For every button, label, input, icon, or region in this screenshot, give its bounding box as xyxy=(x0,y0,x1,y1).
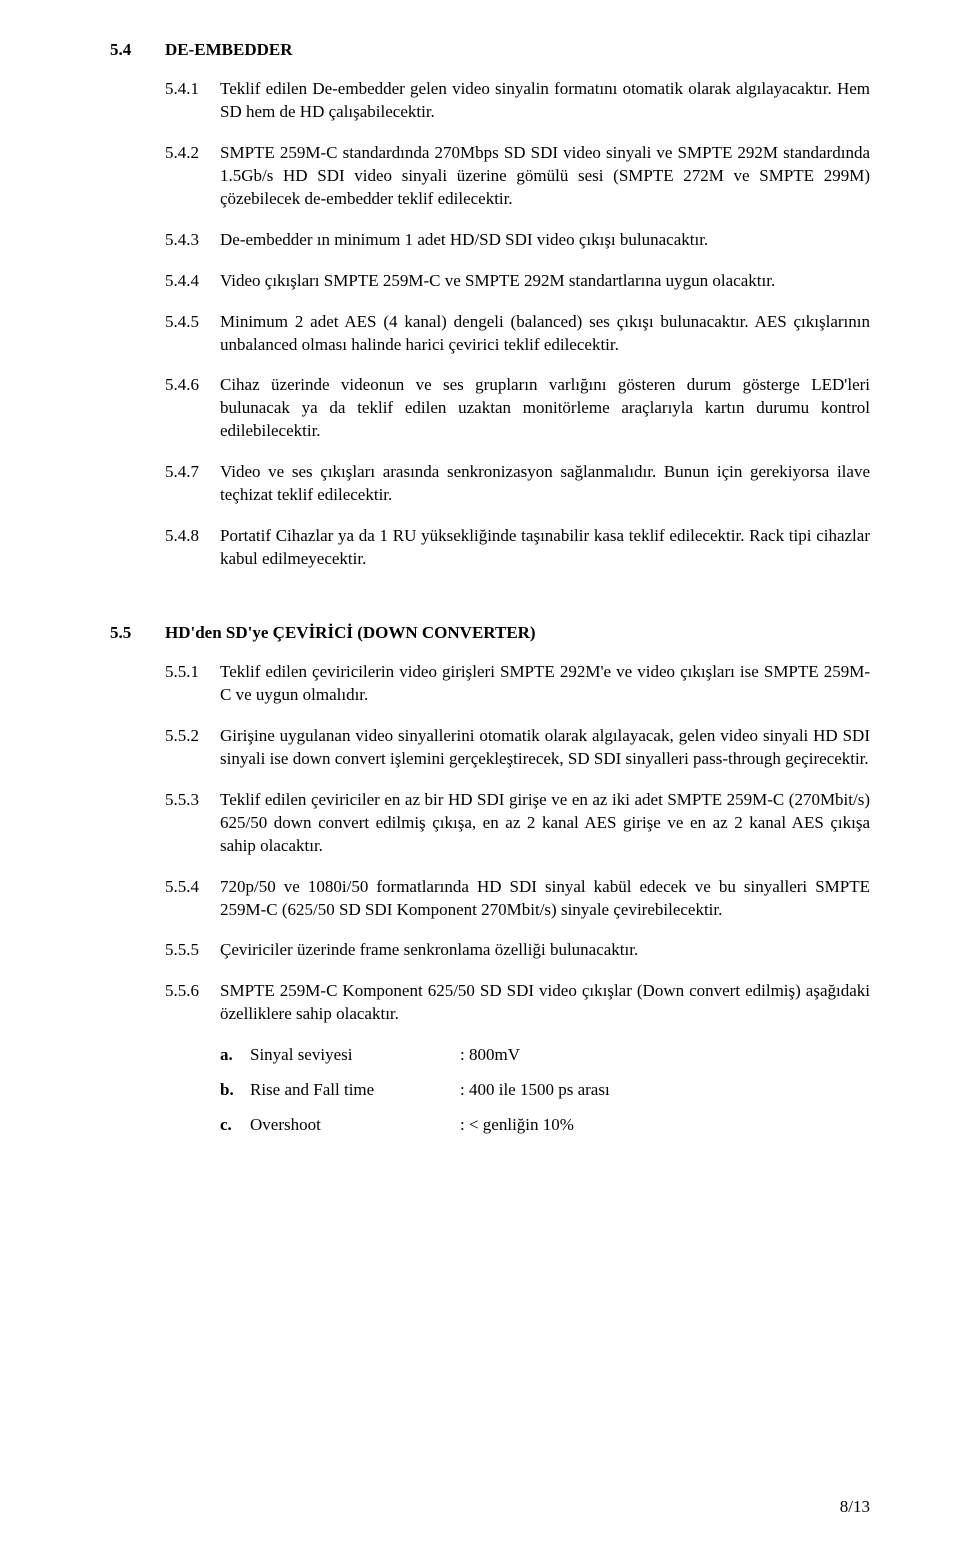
clause: 5.5.6 SMPTE 259M-C Komponent 625/50 SD S… xyxy=(165,980,870,1026)
clause-number: 5.5.1 xyxy=(165,661,220,707)
section-title: DE-EMBEDDER xyxy=(165,40,293,60)
clause-text: De-embedder ın minimum 1 adet HD/SD SDI … xyxy=(220,229,870,252)
section-body: 5.4.1 Teklif edilen De-embedder gelen vi… xyxy=(165,78,870,571)
clause: 5.4.5 Minimum 2 adet AES (4 kanal) denge… xyxy=(165,311,870,357)
clause: 5.5.5 Çeviriciler üzerinde frame senkron… xyxy=(165,939,870,962)
clause-number: 5.4.1 xyxy=(165,78,220,124)
clause-text: SMPTE 259M-C Komponent 625/50 SD SDI vid… xyxy=(220,980,870,1026)
clause-number: 5.5.4 xyxy=(165,876,220,922)
clause: 5.5.1 Teklif edilen çeviricilerin video … xyxy=(165,661,870,707)
sub-clause-value: : 800mV xyxy=(460,1044,870,1067)
clause-number: 5.4.8 xyxy=(165,525,220,571)
section-number: 5.5 xyxy=(110,623,165,643)
clause-number: 5.5.3 xyxy=(165,789,220,858)
document-page: 5.4 DE-EMBEDDER 5.4.1 Teklif edilen De-e… xyxy=(0,0,960,1547)
clause-number: 5.4.3 xyxy=(165,229,220,252)
clause-number: 5.5.2 xyxy=(165,725,220,771)
clause: 5.4.8 Portatif Cihazlar ya da 1 RU yükse… xyxy=(165,525,870,571)
clause-number: 5.5.6 xyxy=(165,980,220,1026)
clause-text: Minimum 2 adet AES (4 kanal) dengeli (ba… xyxy=(220,311,870,357)
section-title: HD'den SD'ye ÇEVİRİCİ (DOWN CONVERTER) xyxy=(165,623,536,643)
section-number: 5.4 xyxy=(110,40,165,60)
sub-clause-name: Overshoot xyxy=(250,1114,460,1137)
sub-clause-label: c. xyxy=(220,1114,250,1137)
clause: 5.5.4 720p/50 ve 1080i/50 formatlarında … xyxy=(165,876,870,922)
clause-text: 720p/50 ve 1080i/50 formatlarında HD SDI… xyxy=(220,876,870,922)
clause: 5.4.7 Video ve ses çıkışları arasında se… xyxy=(165,461,870,507)
clause-text: Çeviriciler üzerinde frame senkronlama ö… xyxy=(220,939,870,962)
sub-clause: c. Overshoot : < genliğin 10% xyxy=(220,1114,870,1137)
page-number: 8/13 xyxy=(840,1497,870,1517)
clause-text: Teklif edilen çeviricilerin video girişl… xyxy=(220,661,870,707)
sub-clause-label: a. xyxy=(220,1044,250,1067)
clause: 5.5.2 Girişine uygulanan video sinyaller… xyxy=(165,725,870,771)
clause-number: 5.4.4 xyxy=(165,270,220,293)
clause-text: SMPTE 259M-C standardında 270Mbps SD SDI… xyxy=(220,142,870,211)
clause-text: Teklif edilen De-embedder gelen video si… xyxy=(220,78,870,124)
sub-clause-name: Rise and Fall time xyxy=(250,1079,460,1102)
clause: 5.4.3 De-embedder ın minimum 1 adet HD/S… xyxy=(165,229,870,252)
clause-number: 5.4.5 xyxy=(165,311,220,357)
clause-text: Portatif Cihazlar ya da 1 RU yüksekliğin… xyxy=(220,525,870,571)
sub-clause: b. Rise and Fall time : 400 ile 1500 ps … xyxy=(220,1079,870,1102)
clause-text: Teklif edilen çeviriciler en az bir HD S… xyxy=(220,789,870,858)
clause: 5.4.1 Teklif edilen De-embedder gelen vi… xyxy=(165,78,870,124)
section-heading: 5.4 DE-EMBEDDER xyxy=(110,40,870,60)
sub-clause-name: Sinyal seviyesi xyxy=(250,1044,460,1067)
clause-text: Cihaz üzerinde videonun ve ses grupların… xyxy=(220,374,870,443)
clause: 5.4.6 Cihaz üzerinde videonun ve ses gru… xyxy=(165,374,870,443)
section-spacer xyxy=(110,589,870,623)
clause-text: Video çıkışları SMPTE 259M-C ve SMPTE 29… xyxy=(220,270,870,293)
sub-clause-value: : < genliğin 10% xyxy=(460,1114,870,1137)
clause: 5.5.3 Teklif edilen çeviriciler en az bi… xyxy=(165,789,870,858)
clause-text: Girişine uygulanan video sinyallerini ot… xyxy=(220,725,870,771)
clause: 5.4.2 SMPTE 259M-C standardında 270Mbps … xyxy=(165,142,870,211)
clause-number: 5.4.6 xyxy=(165,374,220,443)
clause-number: 5.5.5 xyxy=(165,939,220,962)
section-heading: 5.5 HD'den SD'ye ÇEVİRİCİ (DOWN CONVERTE… xyxy=(110,623,870,643)
clause-number: 5.4.7 xyxy=(165,461,220,507)
section-body: 5.5.1 Teklif edilen çeviricilerin video … xyxy=(165,661,870,1137)
sub-clause: a. Sinyal seviyesi : 800mV xyxy=(220,1044,870,1067)
sub-clause-label: b. xyxy=(220,1079,250,1102)
clause-text: Video ve ses çıkışları arasında senkroni… xyxy=(220,461,870,507)
clause: 5.4.4 Video çıkışları SMPTE 259M-C ve SM… xyxy=(165,270,870,293)
sub-clause-value: : 400 ile 1500 ps arası xyxy=(460,1079,870,1102)
clause-number: 5.4.2 xyxy=(165,142,220,211)
